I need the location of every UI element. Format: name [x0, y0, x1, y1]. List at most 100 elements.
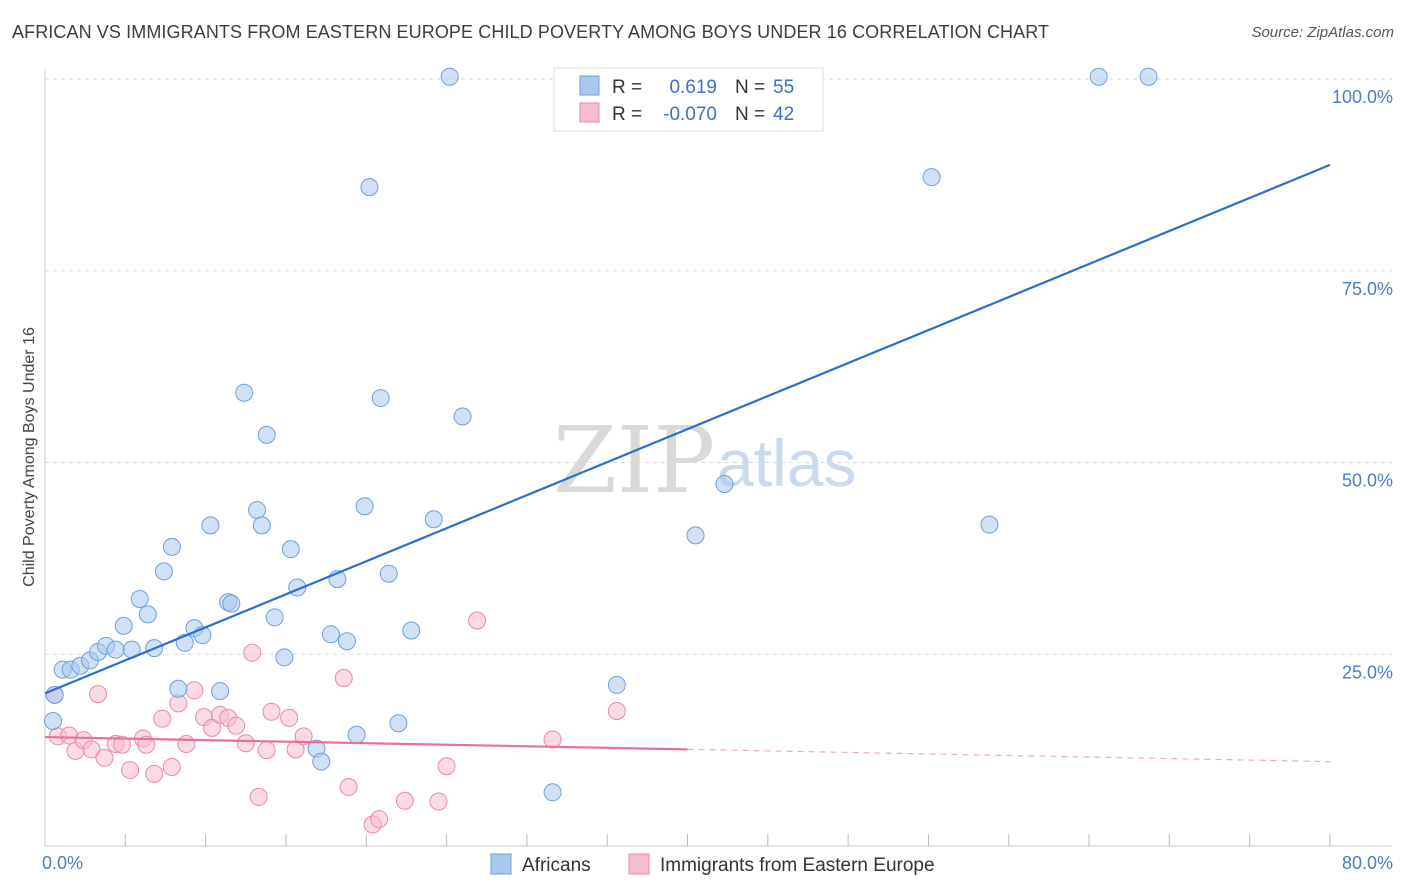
africans-points: [44, 67, 1158, 802]
stats-legend: R = 0.619 N = 55 R = -0.070 N = 42: [553, 67, 824, 132]
eastern-europe-point: [145, 764, 164, 783]
africans-point: [222, 594, 241, 613]
y-tick-label: 50.0%: [1342, 471, 1393, 491]
eastern-europe-point: [227, 716, 246, 735]
africans-point: [1139, 67, 1158, 86]
eastern-europe-point: [468, 611, 487, 630]
legend-swatch-africans: [579, 75, 600, 96]
legend-r-label: R =: [612, 77, 642, 98]
africans-point: [686, 526, 705, 545]
eastern-europe-point: [370, 810, 389, 829]
eastern-europe-point: [203, 718, 222, 737]
africans-point: [360, 178, 379, 197]
africans-point: [440, 67, 459, 86]
x-ticks: [124, 834, 1331, 846]
watermark-zip: ZIP: [553, 407, 715, 514]
eastern-europe-point: [236, 734, 255, 753]
legend-n-value: 42: [773, 104, 794, 125]
eastern-europe-point: [243, 643, 262, 662]
y-tick-label: 75.0%: [1342, 279, 1393, 299]
africans-point: [265, 608, 284, 627]
eastern-europe-point: [543, 730, 562, 749]
africans-point: [543, 783, 562, 802]
africans-point: [106, 640, 125, 659]
trend-lines: [44, 163, 1331, 763]
africans-trend-line: [44, 163, 1331, 695]
bottom-legend-swatch-eastern-europe: [628, 853, 650, 875]
africans-point: [211, 682, 230, 701]
eastern-europe-point: [395, 791, 414, 810]
africans-point: [389, 714, 408, 733]
legend-n-label: N =: [735, 104, 765, 125]
eastern-europe-point: [185, 681, 204, 700]
africans-point: [337, 632, 356, 651]
eastern-europe-point: [249, 787, 268, 806]
eastern-europe-point: [162, 757, 181, 776]
africans-point: [169, 679, 188, 698]
africans-point: [1089, 67, 1108, 86]
eastern-europe-point: [137, 735, 156, 754]
axes: [44, 69, 1392, 847]
africans-point: [138, 605, 157, 624]
eastern-europe-point: [294, 727, 313, 746]
y-tick-label: 25.0%: [1342, 662, 1393, 682]
bottom-legend-swatch-africans: [490, 853, 512, 875]
bottom-legend-label-eastern-europe: Immigrants from Eastern Europe: [660, 855, 935, 876]
africans-point: [922, 168, 941, 187]
legend-swatch-eastern-europe: [579, 102, 600, 123]
series-legend: Africans Immigrants from Eastern Europe: [490, 853, 935, 876]
africans-point: [162, 537, 181, 556]
eastern-europe-point: [121, 761, 140, 780]
legend-r-value: 0.619: [669, 77, 717, 98]
africans-point: [252, 516, 271, 535]
eastern-europe-point: [334, 669, 353, 688]
africans-point: [235, 383, 254, 402]
africans-point: [248, 501, 267, 520]
africans-point: [980, 515, 999, 534]
africans-point: [453, 407, 472, 426]
watermark-atlas: atlas: [717, 426, 856, 500]
eastern-europe-point: [95, 748, 114, 767]
legend-n-label: N =: [735, 77, 765, 98]
source-credit: Source: ZipAtlas.com: [1251, 24, 1394, 41]
eastern-europe-point: [339, 777, 358, 796]
eastern-europe-point: [82, 740, 101, 759]
y-tick-labels: 25.0% 50.0% 75.0% 100.0%: [1332, 87, 1393, 682]
x-tick-label: 0.0%: [42, 853, 83, 873]
eastern-europe-point: [177, 734, 196, 753]
eastern-europe-point: [153, 709, 172, 728]
africans-point: [402, 621, 421, 640]
x-tick-labels: 0.0% 80.0%: [42, 853, 1393, 873]
africans-point: [355, 497, 374, 516]
africans-point: [424, 510, 443, 529]
legend-n-value: 55: [773, 77, 794, 98]
africans-point: [257, 425, 276, 444]
africans-point: [44, 711, 63, 730]
africans-point: [321, 625, 340, 644]
chart-title: AFRICAN VS IMMIGRANTS FROM EASTERN EUROP…: [12, 22, 1050, 42]
y-tick-label: 100.0%: [1332, 87, 1393, 107]
eastern-europe-trend-line: [44, 735, 688, 751]
africans-point: [715, 474, 734, 493]
africans-point: [130, 590, 149, 609]
eastern-europe-point: [607, 702, 626, 721]
eastern-europe-point: [113, 735, 132, 754]
africans-point: [607, 675, 626, 694]
africans-point: [347, 725, 366, 744]
eastern-europe-point: [429, 792, 448, 811]
legend-r-value: -0.070: [663, 104, 717, 125]
africans-point: [275, 648, 294, 667]
eastern-europe-point: [257, 741, 276, 760]
legend-r-label: R =: [612, 104, 642, 125]
africans-point: [154, 562, 173, 581]
africans-point: [379, 564, 398, 583]
eastern-europe-points: [45, 611, 626, 834]
bottom-legend-label-africans: Africans: [522, 855, 591, 876]
africans-point: [312, 752, 331, 771]
y-axis-label: Child Poverty Among Boys Under 16: [21, 327, 38, 587]
eastern-europe-point: [280, 708, 299, 727]
africans-point: [201, 516, 220, 535]
eastern-europe-point: [262, 702, 281, 721]
africans-point: [114, 616, 133, 635]
